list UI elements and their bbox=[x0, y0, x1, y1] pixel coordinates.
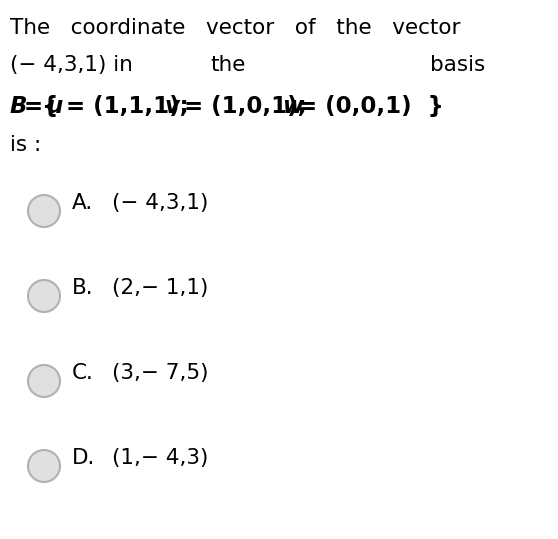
Text: = (1,1,1);: = (1,1,1); bbox=[58, 95, 196, 118]
Text: C.: C. bbox=[72, 363, 94, 383]
Text: v: v bbox=[165, 95, 180, 118]
Text: (− 4,3,1): (− 4,3,1) bbox=[112, 193, 208, 213]
Text: = (1,0,1);: = (1,0,1); bbox=[176, 95, 315, 118]
Text: The   coordinate   vector   of   the   vector: The coordinate vector of the vector bbox=[10, 18, 460, 38]
Text: B.: B. bbox=[72, 278, 94, 298]
Ellipse shape bbox=[28, 195, 60, 227]
Text: u: u bbox=[47, 95, 63, 118]
Text: (3,− 7,5): (3,− 7,5) bbox=[112, 363, 209, 383]
Text: D.: D. bbox=[72, 448, 95, 468]
Text: w: w bbox=[282, 95, 303, 118]
Text: B: B bbox=[10, 95, 27, 118]
Text: is :: is : bbox=[10, 135, 41, 155]
Text: (− 4,3,1) in: (− 4,3,1) in bbox=[10, 55, 133, 75]
Ellipse shape bbox=[28, 280, 60, 312]
Text: A.: A. bbox=[72, 193, 93, 213]
Text: (1,− 4,3): (1,− 4,3) bbox=[112, 448, 208, 468]
Ellipse shape bbox=[28, 450, 60, 482]
Ellipse shape bbox=[28, 365, 60, 397]
Text: (2,− 1,1): (2,− 1,1) bbox=[112, 278, 208, 298]
Text: the: the bbox=[210, 55, 246, 75]
Text: ={: ={ bbox=[24, 95, 59, 118]
Text: basis: basis bbox=[430, 55, 485, 75]
Text: = (0,0,1)  }: = (0,0,1) } bbox=[298, 95, 444, 118]
